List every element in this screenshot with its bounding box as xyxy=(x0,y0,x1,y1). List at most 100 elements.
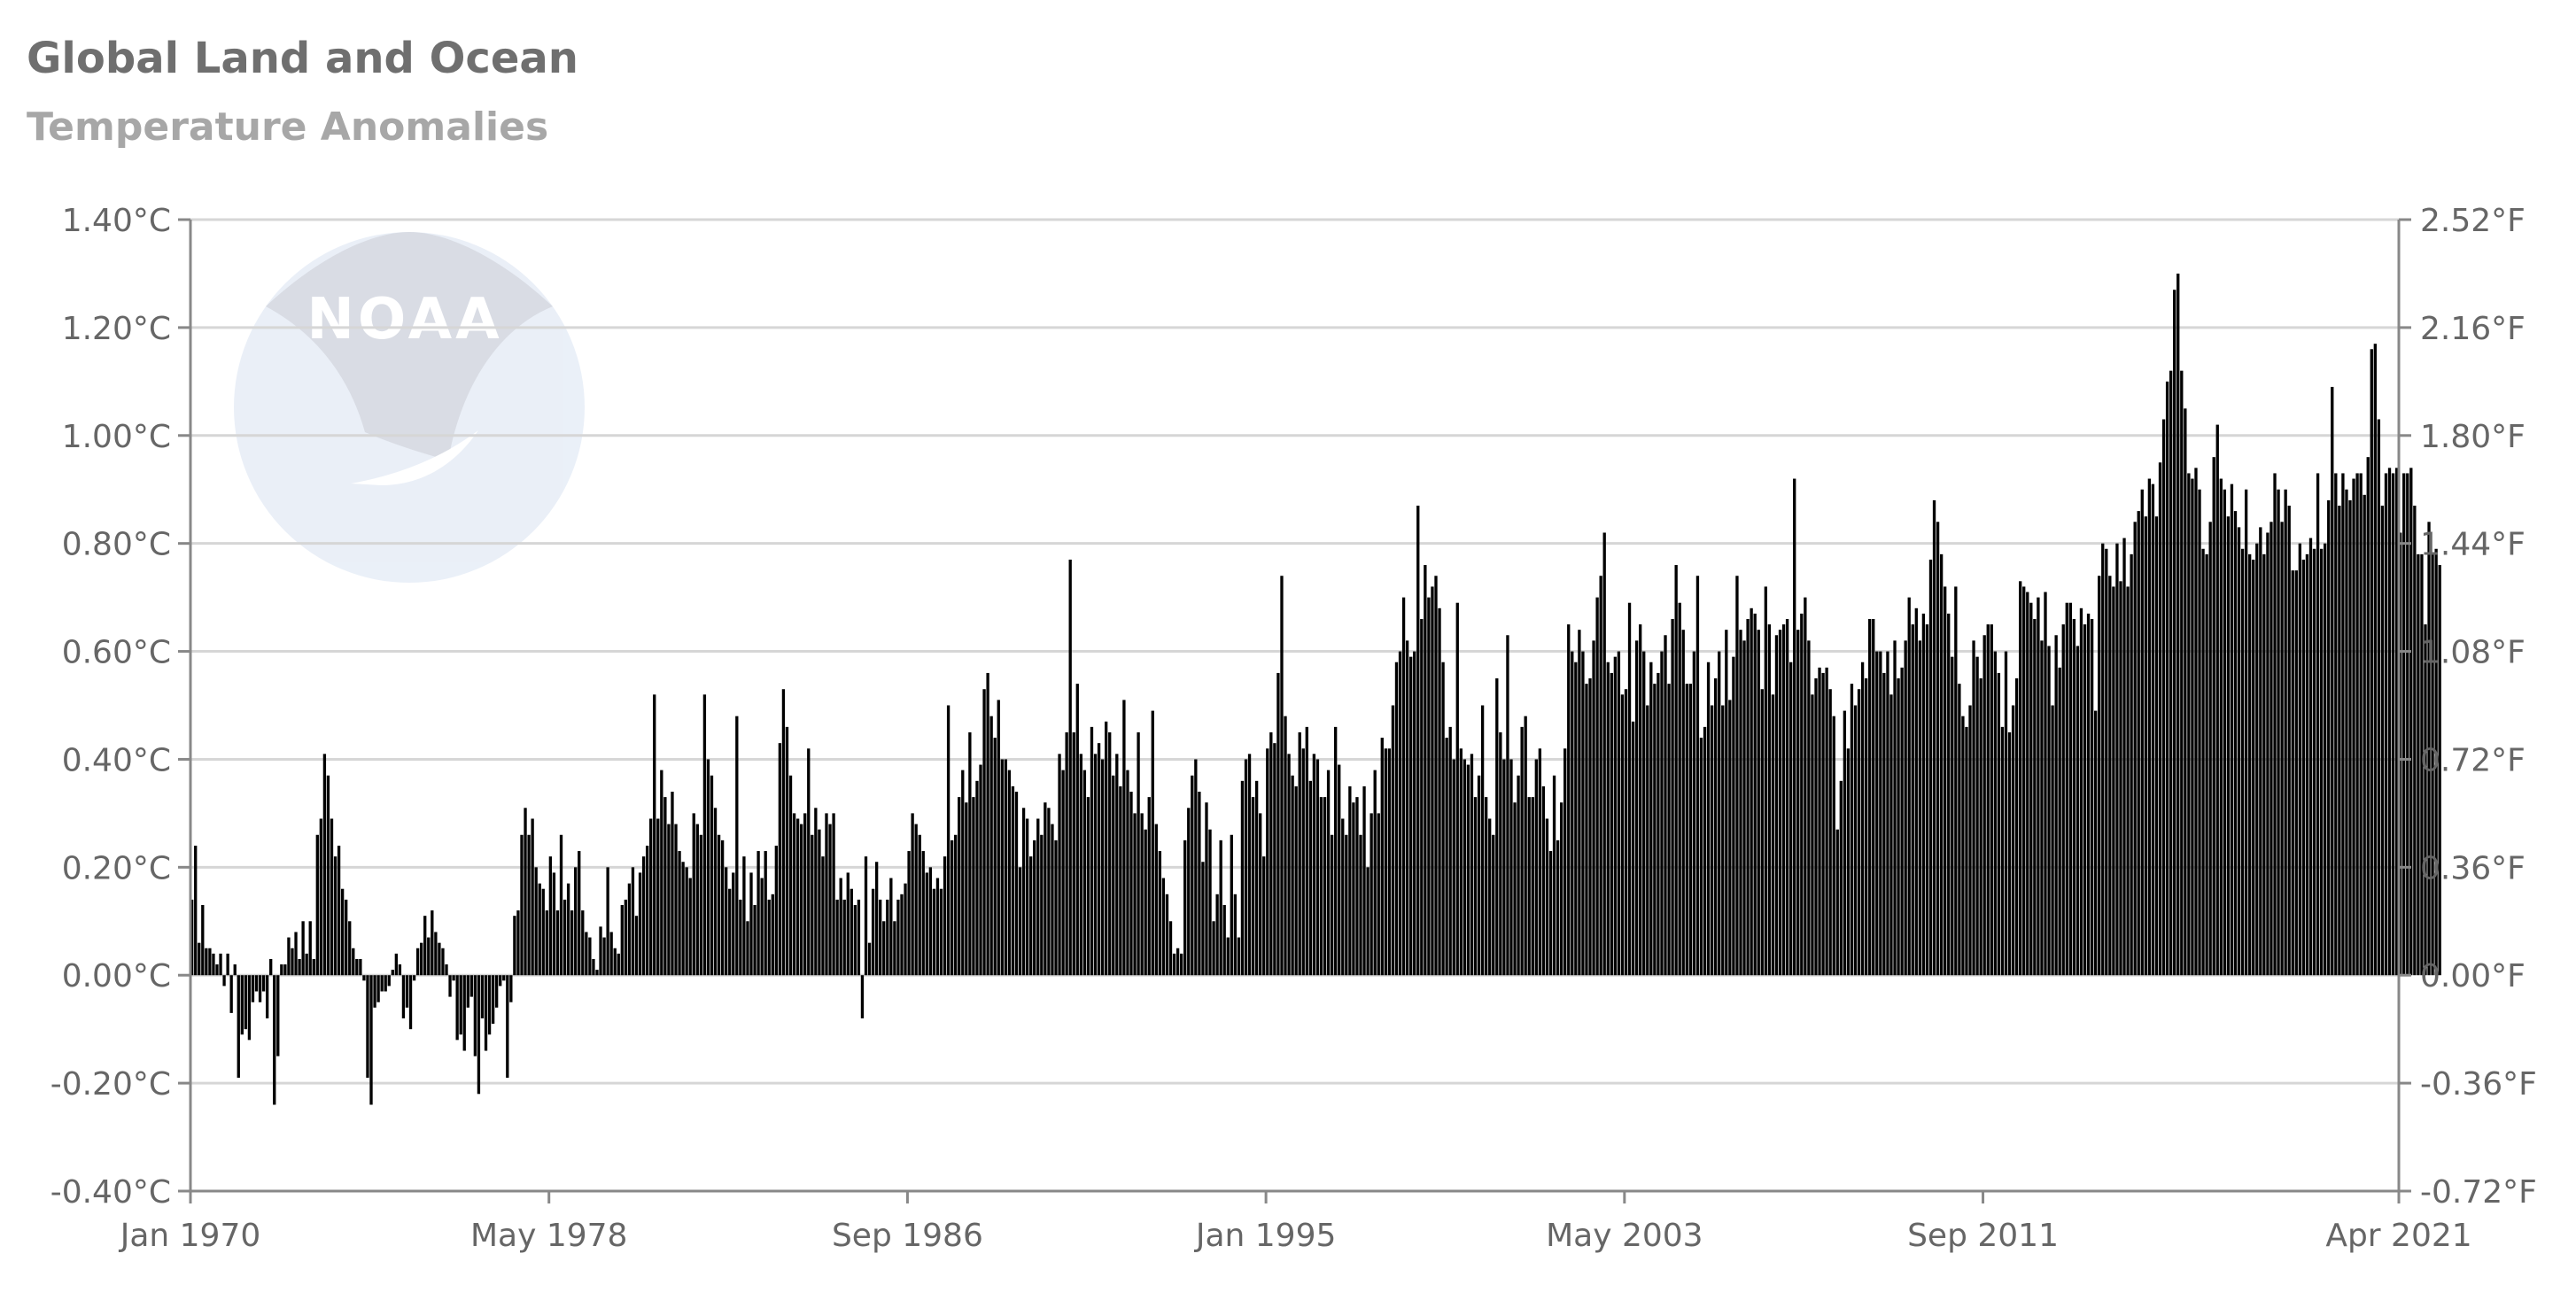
bar xyxy=(190,899,194,976)
bar xyxy=(613,948,617,976)
bar xyxy=(524,808,527,976)
bar xyxy=(1897,678,1900,976)
bar xyxy=(330,818,334,976)
bar xyxy=(1907,597,1911,976)
bar xyxy=(2126,586,2130,976)
bar xyxy=(1939,553,1944,976)
bar xyxy=(1699,738,1703,976)
bar xyxy=(1979,678,1982,976)
tick-marks xyxy=(178,218,2411,1203)
bar xyxy=(405,975,409,1008)
bar xyxy=(469,975,473,997)
bar xyxy=(588,937,592,976)
x-tick-label: Jan 1970 xyxy=(119,1218,261,1254)
bar xyxy=(1377,813,1380,976)
bar xyxy=(2262,553,2266,976)
y-tick-label-left: 0.20°C xyxy=(62,850,171,886)
bar xyxy=(2072,618,2076,976)
bar xyxy=(972,797,975,976)
bar xyxy=(1548,851,1553,976)
bar xyxy=(251,975,255,1002)
bar xyxy=(954,834,958,976)
bar xyxy=(2431,553,2434,976)
bar xyxy=(1674,565,1678,976)
bar xyxy=(1298,731,1301,976)
bar xyxy=(678,851,681,976)
y-tick-label-right: 0.00°F xyxy=(2420,958,2526,994)
x-tick-label: May 1978 xyxy=(470,1218,628,1254)
bar xyxy=(839,878,842,976)
bar xyxy=(1718,651,1721,976)
bar xyxy=(2305,553,2309,976)
bar xyxy=(1886,651,1889,976)
bar xyxy=(1685,684,1688,976)
bar xyxy=(2316,473,2320,976)
bar xyxy=(1567,624,1571,976)
bar xyxy=(2409,468,2413,976)
bar xyxy=(1972,640,1975,976)
bar xyxy=(1757,630,1760,976)
bar xyxy=(1276,672,1280,976)
bar xyxy=(1247,754,1252,976)
bar xyxy=(710,775,714,976)
bar xyxy=(1466,764,1470,976)
bar xyxy=(742,856,746,976)
bar xyxy=(1036,818,1040,976)
bar xyxy=(2377,419,2381,976)
bar xyxy=(1093,754,1098,976)
bar xyxy=(1191,775,1194,976)
bar xyxy=(1613,656,1618,976)
bar xyxy=(1025,818,1029,976)
bar xyxy=(484,975,488,1051)
bar xyxy=(222,975,226,987)
bar xyxy=(233,964,237,976)
bar xyxy=(1746,618,1750,976)
bar xyxy=(254,975,259,992)
bar xyxy=(599,926,602,976)
bar xyxy=(788,775,793,976)
bar xyxy=(1828,689,1832,976)
bar xyxy=(1807,640,1811,976)
bar xyxy=(1506,635,1509,976)
bar xyxy=(280,964,283,976)
bar xyxy=(1312,754,1316,976)
bar xyxy=(1760,689,1764,976)
bar xyxy=(566,883,570,976)
bar xyxy=(961,770,965,976)
bar xyxy=(1552,775,1556,976)
bar xyxy=(1409,656,1413,976)
bar xyxy=(1649,662,1653,976)
bar xyxy=(548,856,553,976)
bar xyxy=(965,802,968,976)
bar xyxy=(792,813,796,976)
bar xyxy=(1725,630,1728,976)
bar xyxy=(795,818,800,976)
bar xyxy=(258,975,262,1002)
bar xyxy=(1334,726,1338,976)
bar xyxy=(1620,694,1625,976)
bar xyxy=(2334,473,2338,976)
bar xyxy=(2029,602,2033,976)
bar xyxy=(850,888,853,976)
axes xyxy=(189,220,2401,1193)
bar xyxy=(1129,792,1133,976)
bar xyxy=(1011,785,1015,976)
bar xyxy=(226,953,229,976)
bar xyxy=(2255,543,2259,976)
bar xyxy=(1262,856,1266,976)
bar xyxy=(1269,731,1273,976)
bar xyxy=(308,921,312,976)
bar xyxy=(1513,802,1517,976)
bar xyxy=(781,689,786,976)
bar xyxy=(534,867,538,976)
bar xyxy=(1413,651,1416,976)
bar xyxy=(624,899,628,976)
bar xyxy=(1767,624,1772,976)
bar xyxy=(384,975,387,992)
bar xyxy=(950,840,954,976)
bar xyxy=(1832,716,1835,976)
bar xyxy=(1061,770,1065,976)
bar xyxy=(1918,640,1922,976)
bar xyxy=(1735,576,1739,976)
bar xyxy=(420,942,423,976)
